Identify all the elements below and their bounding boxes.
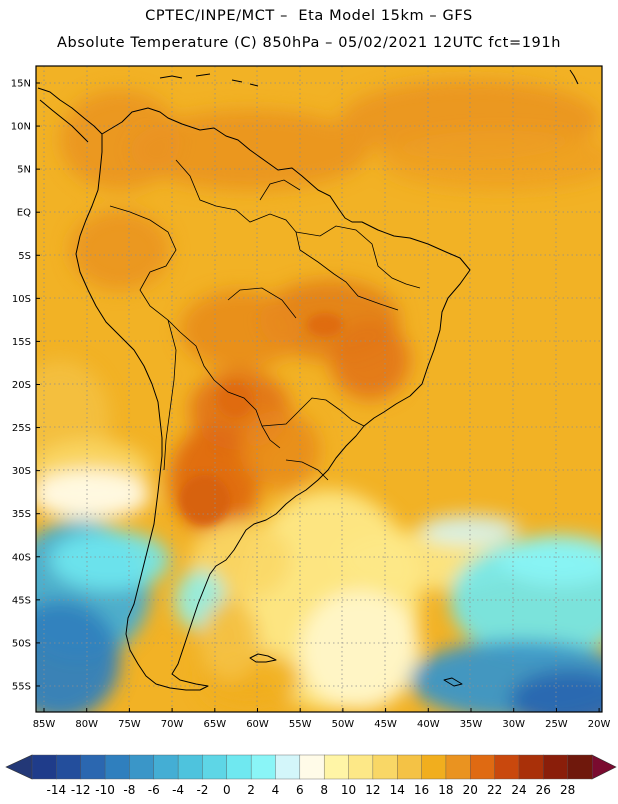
colorbar-label: -12 — [71, 783, 91, 797]
colorbar-label: 14 — [390, 783, 405, 797]
lat-label: 15S — [12, 337, 31, 348]
colorbar-label: 28 — [560, 783, 575, 797]
falklands — [249, 653, 277, 663]
colorbar-swatch — [177, 754, 203, 780]
colorbar-swatch — [275, 754, 301, 780]
lon-label: 85W — [33, 719, 56, 730]
caribbean-islands — [159, 69, 579, 87]
colorbar-swatch — [153, 754, 179, 780]
plot-frame — [35, 65, 603, 713]
colorbar-swatch — [299, 754, 325, 780]
lon-label: 80W — [75, 719, 98, 730]
lon-label: 30W — [502, 719, 525, 730]
lat-label: EQ — [17, 208, 31, 219]
colorbar-swatch — [129, 754, 155, 780]
colorbar-swatch — [31, 754, 57, 780]
colorbar-label: 8 — [320, 783, 328, 797]
colorbar-label: -14 — [47, 783, 67, 797]
colorbar-swatch — [494, 754, 520, 780]
lat-label: 45S — [12, 595, 31, 606]
colorbar-label: -4 — [172, 783, 184, 797]
colorbar-under-arrow — [5, 754, 33, 780]
colorbar-swatch — [470, 754, 496, 780]
colorbar-swatch — [56, 754, 82, 780]
colorbar-label: 10 — [341, 783, 356, 797]
colorbar-swatch — [543, 754, 569, 780]
colorbar-label: -10 — [95, 783, 115, 797]
colorbar-swatch — [80, 754, 106, 780]
lon-label: 75W — [118, 719, 141, 730]
lon-label: 60W — [246, 719, 269, 730]
colorbar-label: 26 — [536, 783, 551, 797]
colorbar-swatch — [518, 754, 544, 780]
lon-label: 70W — [161, 719, 184, 730]
lon-label: 40W — [417, 719, 440, 730]
colorbar-label: -8 — [123, 783, 135, 797]
lon-label: 20W — [588, 719, 611, 730]
chart-title-line2: Absolute Temperature (C) 850hPa – 05/02/… — [57, 35, 561, 51]
lon-label: 50W — [332, 719, 355, 730]
colorbar-over-arrow — [591, 754, 617, 780]
lon-label: 35W — [460, 719, 483, 730]
colorbar-swatch — [202, 754, 228, 780]
lat-label: 55S — [12, 681, 31, 692]
colorbar-label: 4 — [272, 783, 280, 797]
lat-label: 5N — [17, 165, 31, 176]
south-america-coast — [75, 107, 471, 691]
colorbar-swatch — [445, 754, 471, 780]
lon-label: 65W — [203, 719, 226, 730]
lon-label: 25W — [545, 719, 568, 730]
colorbar-swatch — [323, 754, 350, 780]
colorbar-label: 0 — [223, 783, 231, 797]
colorbar-swatch — [250, 754, 276, 780]
colorbar-swatch — [104, 754, 130, 780]
colorbar-label: 6 — [296, 783, 304, 797]
colorbar-label: -2 — [196, 783, 208, 797]
colorbar-swatch — [397, 754, 423, 780]
colorbar-label: 22 — [487, 783, 502, 797]
colorbar-swatch — [421, 754, 447, 780]
lat-label: 10N — [11, 122, 31, 133]
lon-label: 45W — [374, 719, 397, 730]
latitude-axis: 15N 10N 5N EQ 5S 10S 15S 20S 25S 30S 35S 40S 45S 50S 5… — [11, 79, 40, 692]
lat-label: 5S — [18, 251, 31, 262]
south-georgia — [443, 677, 463, 687]
lat-label: 40S — [12, 552, 31, 563]
lat-label: 20S — [12, 380, 31, 391]
colorbar-label: 20 — [463, 783, 478, 797]
colorbar-swatch — [226, 754, 252, 780]
central-america-coast — [37, 87, 103, 143]
longitude-axis: 85W 80W 75W 70W 65W 60W 55W 50W 45W 40W 35W 30W 25W 2… — [33, 708, 611, 730]
colorbar-label: 12 — [365, 783, 380, 797]
colorbar-swatch — [567, 754, 593, 780]
lat-label: 15N — [11, 79, 31, 90]
temperature-field — [36, 66, 602, 712]
lat-label: 10S — [12, 294, 31, 305]
coastline — [37, 69, 579, 691]
colorbar: -14 -12 -10 -8 -6 -4 -2 0 2 4 6 8 10 12 14 16 18 20 22 24 26… — [5, 754, 617, 797]
lat-label: 25S — [12, 423, 31, 434]
chart-title-line1: CPTEC/INPE/MCT – Eta Model 15km – GFS — [145, 8, 473, 24]
lat-label: 50S — [12, 638, 31, 649]
colorbar-label: -6 — [148, 783, 160, 797]
colorbar-swatch — [348, 754, 374, 780]
lat-label: 30S — [12, 466, 31, 477]
colorbar-label: 24 — [511, 783, 526, 797]
colorbar-swatch — [372, 754, 398, 780]
lon-label: 55W — [289, 719, 312, 730]
colorbar-label: 16 — [414, 783, 429, 797]
colorbar-label: 18 — [438, 783, 453, 797]
lat-label: 35S — [12, 509, 31, 520]
colorbar-label: 2 — [247, 783, 255, 797]
country-borders — [109, 159, 421, 481]
